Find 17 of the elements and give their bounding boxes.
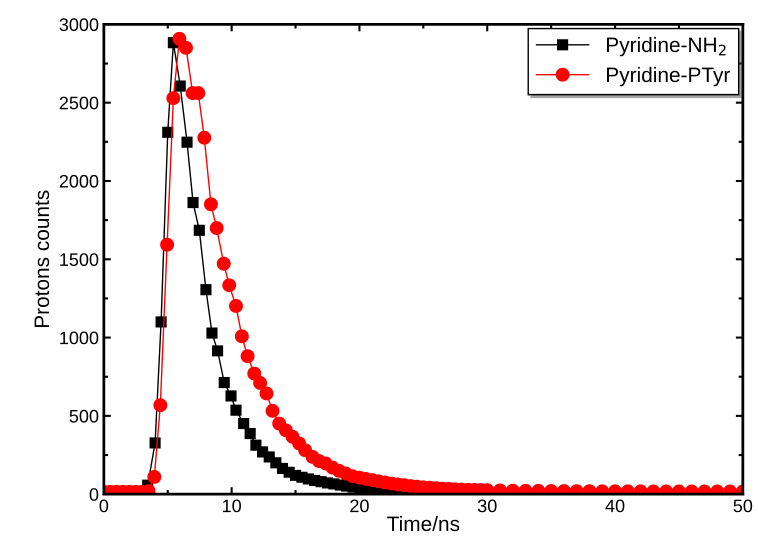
x-tick-label: 40 [605,500,624,512]
x-tick-label: 20 [350,500,369,512]
legend-label: Pyridine-NH$_{2}$ [607,36,726,56]
x-tick-label: 30 [478,500,497,512]
y-tick-label: 0 [90,488,98,501]
y-axis-title: Protons counts [34,190,50,328]
legend-label: Pyridine-PTyr [607,66,730,86]
x-axis-title: Time/ns [387,516,460,532]
y-tick-label: 3000 [60,18,98,32]
y-tick-label: 1000 [60,332,98,344]
y-tick-label: 2000 [60,174,98,188]
x-tick-label: 0 [100,500,108,512]
x-tick-label: 50 [734,500,752,512]
y-tick-label: 1500 [60,253,98,266]
x-tick-label: 10 [222,500,241,512]
y-tick-label: 500 [70,410,98,423]
y-tick-label: 2500 [60,96,98,110]
